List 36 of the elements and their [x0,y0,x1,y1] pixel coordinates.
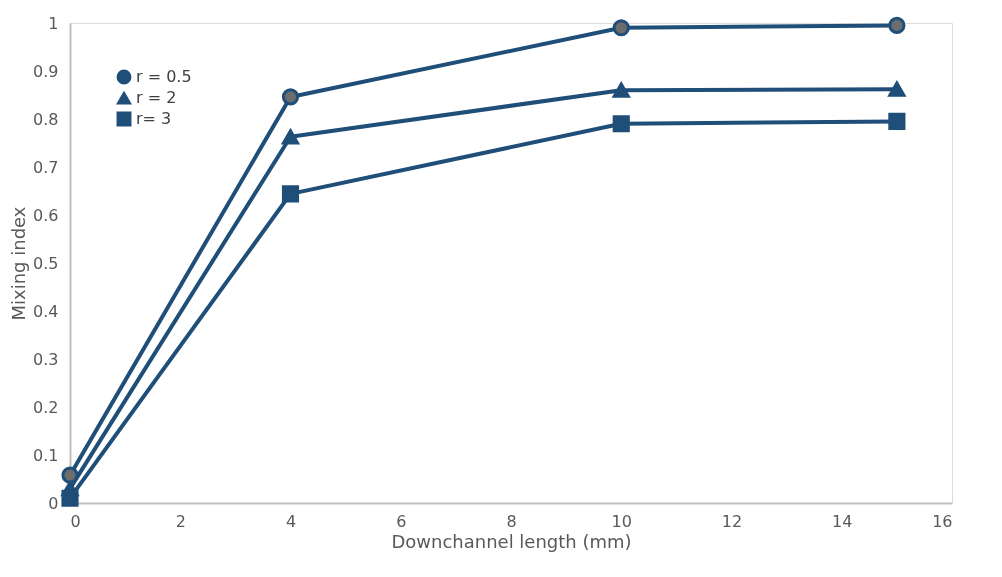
point [888,112,906,130]
x-tick-label: 6 [396,511,407,531]
y-tick-label: 0.2 [33,397,59,417]
x-tick-label: 8 [506,511,517,531]
y-tick-label: 0.5 [33,253,59,273]
x-tick-label: 2 [175,511,186,531]
point [61,489,79,507]
x-tick-label: 12 [721,511,743,531]
y-tick-label: 0.8 [33,109,59,129]
x-tick-label: 14 [832,511,853,531]
x-tick-label: 10 [611,511,632,531]
point [281,88,300,106]
point [61,466,79,484]
point [612,115,630,133]
point [281,129,300,145]
x-tick-label: 0 [70,511,81,531]
y-tick-label: 0.1 [33,445,59,465]
legend-label: r = 2 [136,88,177,107]
legend-label: r = 0.5 [136,67,192,86]
y-tick-label: 0.6 [33,205,59,225]
y-axis-title: Mixing index [8,206,30,321]
x-tick-label: 16 [932,511,953,531]
legend-label: r= 3 [136,109,172,128]
point [612,19,630,37]
y-tick-label: 0.4 [33,301,59,321]
y-tick-label: 0.3 [33,349,59,369]
point [612,82,630,98]
y-tick-label: 0.7 [33,157,59,177]
x-tick-label: 4 [285,511,297,531]
point [888,81,906,97]
y-tick-label: 1 [48,13,59,33]
y-tick-label: 0 [48,493,59,513]
point [888,16,906,34]
y-tick-label: 0.9 [33,61,59,81]
x-axis-title: Downchannel length (mm) [391,530,632,552]
point [281,185,300,203]
